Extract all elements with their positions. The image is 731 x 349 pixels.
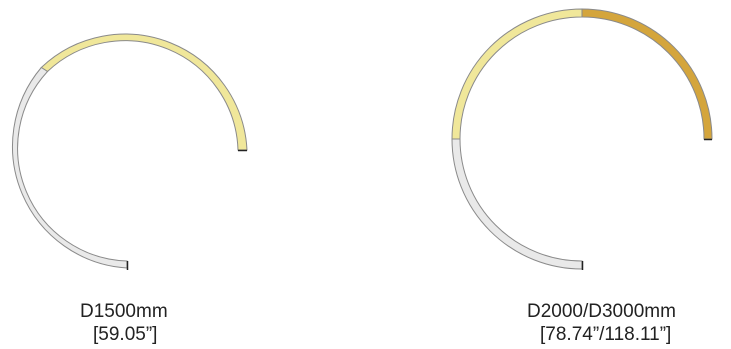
- ring-d2000-sublabel: [78.74”/118.11”]: [540, 324, 672, 345]
- ring-d2000-gold-segment: [581, 8, 713, 140]
- ring-d1500-sublabel: [59.05”]: [93, 324, 158, 345]
- ring-d2000-pale-segment: [451, 8, 583, 140]
- ring-d2000-label: D2000/D3000mm: [527, 301, 676, 322]
- ring-d2000-d3000: [451, 8, 713, 270]
- ring-d1500-upper-segment: [40, 33, 248, 151]
- ring-d2000-grey-segment: [451, 138, 583, 270]
- ring-d1500: [12, 33, 248, 270]
- ring-d1500-lower-segment: [12, 66, 128, 269]
- ring-d1500-label: D1500mm: [80, 301, 168, 322]
